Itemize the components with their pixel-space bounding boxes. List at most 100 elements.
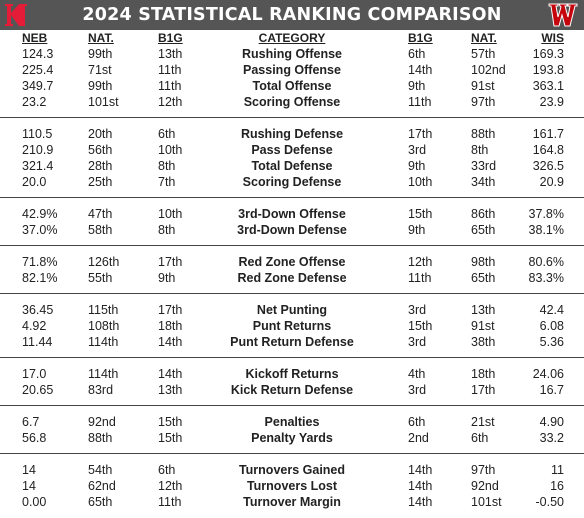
neb-national-rank: 99th — [88, 79, 113, 93]
wis-b1g-rank: 14th — [408, 63, 433, 77]
neb-b1g-rank: 13th — [158, 383, 183, 397]
wis-b1g-rank: 4th — [408, 367, 426, 381]
neb-b1g-rank: 17th — [158, 255, 183, 269]
table-row: 42.9% 47th 10th 3rd-Down Offense 15th 86th 37.… — [0, 206, 584, 222]
wis-value: 83.3% — [528, 271, 564, 285]
neb-value: 6.7 — [22, 415, 40, 429]
wis-b1g-rank: 15th — [408, 319, 433, 333]
table-row: 14 62nd 12th Turnovers Lost 14th 92nd 16 — [0, 478, 584, 494]
wis-national-rank: 91st — [471, 319, 495, 333]
stats-table: 124.3 99th 13th Rushing Offense 6th 57th 169.3… — [0, 46, 584, 510]
table-row: 14 54th 6th Turnovers Gained 14th 97th 11 — [0, 462, 584, 478]
wis-national-rank: 8th — [471, 143, 489, 157]
neb-value: 17.0 — [22, 367, 47, 381]
category-label: Total Defense — [251, 159, 333, 173]
neb-value: 110.5 — [22, 127, 53, 141]
wis-value: 164.8 — [532, 143, 564, 157]
table-row: 225.4 71st 11th Passing Offense 14th 102nd 193… — [0, 62, 584, 78]
neb-national-rank: 71st — [88, 63, 112, 77]
col-header-category: CATEGORY — [258, 31, 326, 45]
neb-national-rank: 28th — [88, 159, 113, 173]
neb-b1g-rank: 15th — [158, 415, 183, 429]
wis-value: 169.3 — [532, 47, 564, 61]
wis-value: 6.08 — [539, 319, 564, 333]
neb-national-rank: 99th — [88, 47, 113, 61]
table-row: 17.0 114th 14th Kickoff Returns 4th 18th 24.06 — [0, 366, 584, 382]
neb-national-rank: 58th — [88, 223, 113, 237]
neb-value: 225.4 — [22, 63, 54, 77]
neb-value: 210.9 — [22, 143, 54, 157]
wis-value: 80.6% — [528, 255, 564, 269]
wis-value: 24.06 — [532, 367, 564, 381]
neb-b1g-rank: 14th — [158, 367, 183, 381]
table-row: 82.1% 55th 9th Red Zone Defense 11th 65th 83.3… — [0, 270, 584, 286]
table-row: 0.00 65th 11th Turnover Margin 14th 101st -0.5… — [0, 494, 584, 510]
wis-national-rank: 33rd — [471, 159, 497, 173]
wis-value: 38.1% — [528, 223, 564, 237]
neb-national-rank: 55th — [88, 271, 113, 285]
neb-national-rank: 62nd — [88, 479, 116, 493]
wis-b1g-rank: 14th — [408, 479, 433, 493]
neb-b1g-rank: 17th — [158, 303, 183, 317]
neb-national-rank: 20th — [88, 127, 113, 141]
category-label: Scoring Offense — [243, 95, 341, 109]
wis-b1g-rank: 17th — [408, 127, 433, 141]
category-label: Kickoff Returns — [245, 367, 339, 381]
neb-b1g-rank: 12th — [158, 95, 183, 109]
wis-b1g-rank: 9th — [408, 79, 426, 93]
wis-b1g-rank: 12th — [408, 255, 433, 269]
neb-national-rank: 101st — [88, 95, 119, 109]
wis-b1g-rank: 11th — [408, 95, 432, 109]
table-row: 349.7 99th 11th Total Offense 9th 91st 363.1 — [0, 78, 584, 94]
table-row: 6.7 92nd 15th Penalties 6th 21st 4.90 — [0, 414, 584, 430]
wis-b1g-rank: 3rd — [408, 335, 427, 349]
table-row: 71.8% 126th 17th Red Zone Offense 12th 98th 80… — [0, 254, 584, 270]
neb-national-rank: 88th — [88, 431, 113, 445]
wis-value: 16 — [550, 479, 564, 493]
wis-value: 23.9 — [539, 95, 564, 109]
table-row: 23.2 101st 12th Scoring Offense 11th 97th 23.9 — [0, 94, 584, 110]
table-row: 37.0% 58th 8th 3rd-Down Defense 9th 65th 38.1% — [0, 222, 584, 238]
wis-national-rank: 34th — [471, 175, 496, 189]
table-row: 321.4 28th 8th Total Defense 9th 33rd 326.5 — [0, 158, 584, 174]
neb-b1g-rank: 10th — [158, 207, 183, 221]
neb-value: 20.0 — [22, 175, 47, 189]
wis-national-rank: 38th — [471, 335, 496, 349]
wis-value: 4.90 — [539, 415, 564, 429]
neb-b1g-rank: 13th — [158, 47, 183, 61]
wis-b1g-rank: 14th — [408, 495, 433, 509]
neb-value: 124.3 — [22, 47, 54, 61]
category-label: Punt Return Defense — [230, 335, 354, 349]
col-header-wis-nat: NAT. — [471, 31, 497, 45]
neb-value: 321.4 — [22, 159, 54, 173]
category-label: Scoring Defense — [242, 175, 342, 189]
wis-national-rank: 65th — [471, 223, 496, 237]
neb-value: 56.8 — [22, 431, 47, 445]
category-label: Rushing Offense — [241, 47, 342, 61]
wis-national-rank: 91st — [471, 79, 495, 93]
table-row: 124.3 99th 13th Rushing Offense 6th 57th 169.3 — [0, 46, 584, 62]
wis-value: 16.7 — [539, 383, 564, 397]
neb-value: 36.45 — [22, 303, 54, 317]
neb-b1g-rank: 6th — [158, 463, 176, 477]
wis-national-rank: 18th — [471, 367, 496, 381]
wis-value: 20.9 — [539, 175, 564, 189]
neb-value: 11.44 — [22, 335, 53, 349]
neb-b1g-rank: 18th — [158, 319, 183, 333]
category-label: Penalties — [264, 415, 320, 429]
wis-b1g-rank: 9th — [408, 223, 426, 237]
group-divider — [0, 446, 584, 454]
neb-b1g-rank: 15th — [158, 431, 183, 445]
group-divider — [0, 110, 584, 118]
wis-national-rank: 98th — [471, 255, 496, 269]
neb-national-rank: 56th — [88, 143, 113, 157]
neb-value: 82.1% — [22, 271, 58, 285]
wis-national-rank: 17th — [471, 383, 496, 397]
neb-b1g-rank: 10th — [158, 143, 183, 157]
category-label: Passing Offense — [243, 63, 341, 77]
wis-national-rank: 21st — [471, 415, 495, 429]
wis-b1g-rank: 15th — [408, 207, 433, 221]
neb-national-rank: 47th — [88, 207, 113, 221]
category-label: Penalty Yards — [251, 431, 333, 445]
neb-national-rank: 54th — [88, 463, 113, 477]
